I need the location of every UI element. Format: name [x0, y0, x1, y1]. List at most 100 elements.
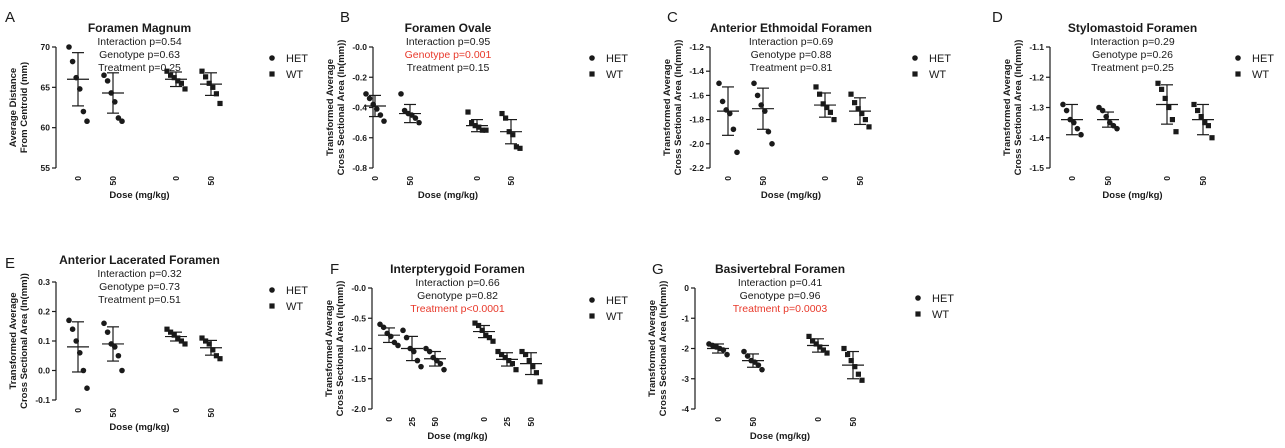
x-axis-label: Dose (mg/kg) — [761, 190, 821, 201]
x-tick-label: 50 — [1198, 176, 1208, 186]
x-axis-label: Dose (mg/kg) — [427, 431, 487, 442]
data-point — [115, 115, 122, 121]
data-point — [119, 118, 125, 125]
stat-line: Genotype p=0.63 — [99, 49, 180, 61]
y-tick-label: 55 — [41, 163, 51, 173]
legend-label: HET — [606, 53, 628, 65]
legend-marker-wt — [915, 311, 921, 317]
y-axis-label: Cross Sectional Area (ln(mm)) — [1013, 40, 1024, 176]
data-point — [217, 356, 223, 362]
data-point — [1166, 104, 1172, 111]
data-point — [852, 100, 858, 106]
data-point — [810, 338, 816, 344]
y-tick-label: -1.5 — [351, 374, 366, 384]
legend-marker-het — [269, 287, 275, 293]
data-point — [820, 101, 826, 107]
data-point — [499, 110, 505, 117]
data-point — [441, 366, 447, 373]
panel-title: Interpterygoid Foramen — [390, 262, 525, 276]
data-point — [66, 44, 72, 50]
data-point — [499, 351, 505, 358]
x-tick-label: 50 — [526, 417, 536, 427]
y-tick-label: -2 — [681, 344, 689, 354]
data-point — [398, 91, 404, 97]
y-axis-label: Cross Sectional Area (ln(mm)) — [658, 281, 669, 417]
legend-label: WT — [929, 69, 946, 81]
y-axis-label: Cross Sectional Area (ln(mm)) — [335, 281, 346, 417]
data-point — [1169, 117, 1175, 123]
y-tick-label: 60 — [41, 123, 51, 133]
legend-label: HET — [932, 293, 954, 305]
x-tick-label: 50 — [206, 408, 216, 418]
stat-line: Interaction p=0.41 — [738, 277, 823, 289]
y-tick-label: 0.1 — [38, 336, 50, 346]
data-point — [210, 84, 216, 90]
data-point — [213, 91, 219, 97]
legend-label: WT — [286, 301, 303, 313]
x-tick-label: 0 — [171, 176, 181, 181]
y-tick-label: 70 — [41, 42, 51, 52]
x-tick-label: 0 — [1067, 176, 1077, 181]
x-tick-label: 0 — [813, 417, 823, 422]
data-point — [519, 348, 525, 355]
data-point — [1202, 120, 1208, 126]
data-point — [1191, 101, 1197, 108]
data-point — [820, 347, 826, 353]
data-point — [101, 320, 107, 327]
data-point — [66, 317, 72, 324]
legend-marker-wt — [589, 71, 595, 77]
data-point — [69, 326, 76, 333]
data-point — [495, 348, 501, 355]
data-point — [765, 128, 772, 135]
data-point — [1114, 125, 1120, 132]
data-point — [530, 364, 536, 370]
panel-title: Foramen Magnum — [88, 21, 191, 35]
y-tick-label: -1.8 — [689, 115, 704, 125]
data-point — [859, 377, 865, 383]
data-point — [400, 327, 406, 334]
stat-line: Interaction p=0.32 — [97, 268, 182, 280]
panel-title: Anterior Ethmoidal Foramen — [710, 21, 872, 35]
panel-letter: G — [652, 261, 664, 278]
data-point — [1198, 113, 1204, 120]
y-tick-label: 0.0 — [38, 366, 50, 376]
legend-marker-wt — [269, 71, 275, 77]
data-point — [855, 371, 861, 377]
data-point — [69, 58, 76, 65]
legend-marker-wt — [589, 313, 595, 319]
legend-label: WT — [286, 69, 303, 81]
data-point — [469, 120, 475, 126]
stat-line: Treatment p=0.0003 — [733, 303, 828, 315]
data-point — [859, 110, 865, 117]
x-tick-label: 50 — [1103, 176, 1113, 186]
data-point — [817, 344, 823, 350]
x-tick-label: 0 — [472, 176, 482, 181]
y-tick-label: 65 — [41, 82, 51, 92]
data-point — [817, 91, 823, 97]
stat-line: Genotype p=0.82 — [417, 290, 498, 302]
y-tick-label: -1.2 — [689, 42, 704, 52]
data-point — [84, 118, 90, 125]
data-point — [182, 341, 188, 347]
data-point — [824, 104, 830, 111]
legend-label: WT — [1252, 69, 1269, 81]
y-axis-label: Transformed Average — [647, 300, 658, 397]
y-tick-label: 0.2 — [38, 307, 50, 317]
data-point — [104, 78, 111, 84]
y-tick-label: 0.3 — [38, 277, 50, 287]
data-point — [769, 141, 775, 147]
data-point — [741, 348, 747, 355]
y-tick-label: -1.1 — [1029, 42, 1044, 52]
legend-marker-het — [912, 55, 918, 61]
y-tick-label: -0.0 — [352, 42, 367, 52]
stat-line: Genotype p=0.96 — [740, 290, 821, 302]
data-point — [206, 341, 212, 347]
y-axis-label: Transformed Average — [1002, 59, 1013, 156]
data-point — [403, 334, 410, 341]
stat-line: Interaction p=0.29 — [1090, 36, 1175, 48]
panel-letter: E — [5, 255, 15, 272]
stat-line: Treatment p=0.51 — [98, 294, 181, 306]
x-tick-label: 50 — [748, 417, 758, 427]
